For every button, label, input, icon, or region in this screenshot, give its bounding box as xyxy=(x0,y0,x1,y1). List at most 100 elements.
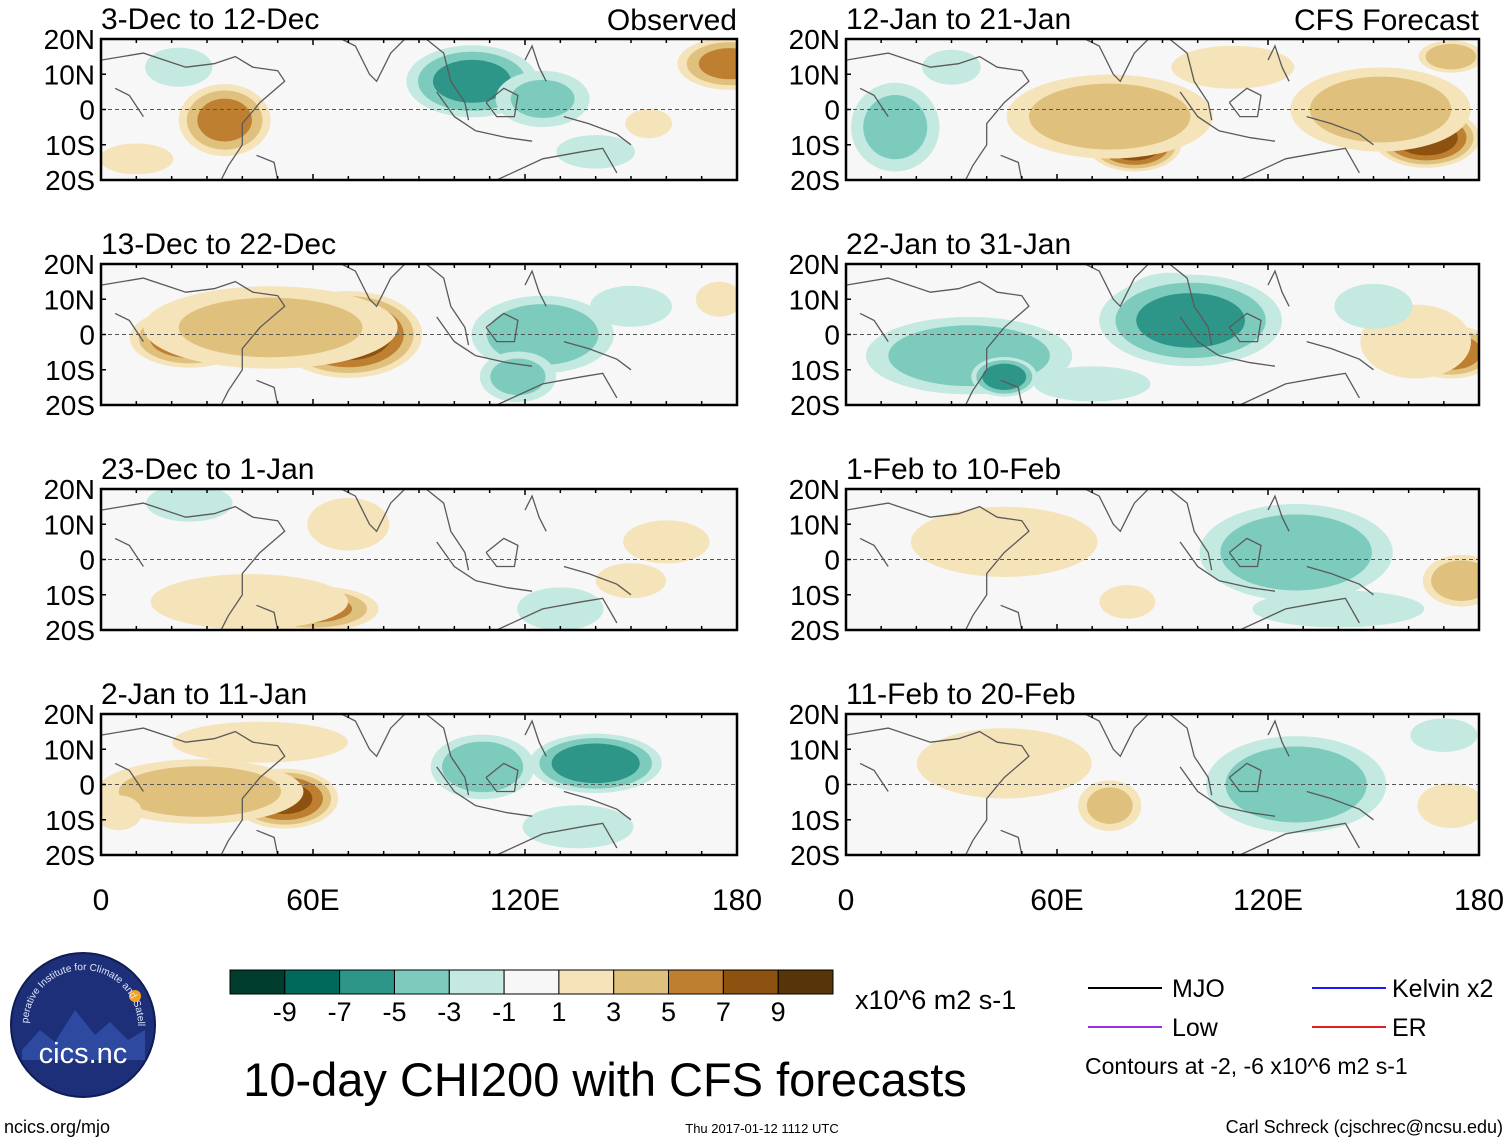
coastline-6 xyxy=(485,312,519,343)
coastline-7 xyxy=(524,719,547,757)
coastline-7 xyxy=(524,269,547,307)
coastline-8 xyxy=(563,115,632,146)
coastline-5 xyxy=(475,579,533,592)
footer-url[interactable]: ncics.org/mjo xyxy=(4,1117,110,1137)
colorbar-swatch-11 xyxy=(777,969,834,995)
y-tick-label: 10N xyxy=(44,59,95,90)
y-tick-label: 0 xyxy=(79,770,95,801)
y-tick-label: 10N xyxy=(44,284,95,315)
coastline-4 xyxy=(436,766,476,807)
anomaly-contour-7-1 xyxy=(695,281,737,317)
y-tick-label: 20S xyxy=(45,165,95,196)
coastline-11 xyxy=(256,379,279,405)
y-tick-label: 20S xyxy=(790,390,840,421)
coastline-5 xyxy=(1218,130,1276,142)
coastline-6 xyxy=(485,87,519,118)
x-tick-label-left: 0 xyxy=(93,884,110,917)
colorbar-label: 7 xyxy=(716,997,731,1027)
anomaly-contour-6-1 xyxy=(1252,590,1425,628)
y-tick-label: 0 xyxy=(824,95,840,126)
y-tick-label: 0 xyxy=(824,320,840,351)
y-tick-label: 0 xyxy=(824,770,840,801)
coastline-11 xyxy=(1000,154,1023,180)
y-tick-label: 20S xyxy=(45,615,95,646)
coastline-11 xyxy=(256,604,279,630)
colorbar-label: -5 xyxy=(382,997,406,1027)
anomaly-contour-4-1 xyxy=(916,728,1092,799)
logo-wordmark: cics.nc xyxy=(39,1038,128,1070)
coastline-7 xyxy=(1267,494,1290,532)
x-tick-label-right: 180 xyxy=(1454,884,1504,917)
anomaly-contour-6-5 xyxy=(698,48,737,80)
x-tick-label-left: 120E xyxy=(490,884,560,917)
coastline-4 xyxy=(1179,91,1220,132)
coastline-9 xyxy=(1239,597,1360,630)
panel-field xyxy=(846,714,1479,855)
legend: MJO Kelvin x2 Low ER Contours at -2, -6 … xyxy=(1085,975,1493,1079)
anomaly-contour-5-5 xyxy=(551,743,640,784)
y-tick-label: 20N xyxy=(44,249,95,280)
colorbar-label: -7 xyxy=(328,997,352,1027)
coastline-11 xyxy=(256,154,279,180)
x-tick-labels: 0 60E 120E 180 0 60E 120E 180 xyxy=(93,884,1504,917)
anomaly-contour-4-3 xyxy=(442,741,524,793)
colorbar-swatch-7 xyxy=(558,969,615,995)
coastline-2 xyxy=(1084,39,1149,83)
coastline-5 xyxy=(1218,354,1276,367)
coastline-9 xyxy=(1239,372,1360,405)
panel-label: 22-Jan to 31-Jan xyxy=(846,228,1071,261)
y-tick-label: 20N xyxy=(789,249,840,280)
legend-label-er: ER xyxy=(1392,1014,1427,1042)
y-tick-label: 20N xyxy=(44,474,95,505)
colorbar-label: 1 xyxy=(551,997,566,1027)
anomaly-contour-2-1 xyxy=(150,574,349,630)
coastline-6 xyxy=(1228,762,1262,793)
anomaly-contour-5-1 xyxy=(623,520,710,564)
coastline-8 xyxy=(563,340,632,371)
figure-title: 10-day CHI200 with CFS forecasts xyxy=(243,1053,967,1106)
coastline-5 xyxy=(475,130,533,142)
y-tick-label: 10S xyxy=(790,805,840,836)
y-tick-label: 10N xyxy=(789,284,840,315)
coastline-1 xyxy=(846,502,1030,630)
y-tick-label: 0 xyxy=(79,320,95,351)
anomaly-contour-6-1 xyxy=(517,587,604,630)
anomaly-contour-2-1 xyxy=(101,143,174,175)
coastline-2 xyxy=(1084,714,1149,758)
anomaly-contour-3-1 xyxy=(910,506,1098,577)
coastline-9 xyxy=(496,372,618,405)
coastline-3 xyxy=(1169,264,1213,346)
coastline-7 xyxy=(524,494,547,532)
anomaly-contour-5-1 xyxy=(1417,783,1479,829)
x-tick-label-left: 180 xyxy=(712,884,762,917)
legend-label-kelvin: Kelvin x2 xyxy=(1392,975,1493,1003)
colorbar-swatch-8 xyxy=(613,969,670,995)
coastline-2 xyxy=(341,489,406,533)
colorbar: -9 -7 -5 -3 -1 1 3 5 7 9 xyxy=(229,969,834,1027)
colorbar-swatch-5 xyxy=(448,969,505,995)
x-tick-label-right: 0 xyxy=(838,884,855,917)
coastline-1 xyxy=(101,52,286,180)
anomaly-contour-6-1 xyxy=(1410,718,1478,752)
coastline-3 xyxy=(425,714,470,796)
anomaly-contour-4-3 xyxy=(1431,560,1479,601)
y-tick-label: 10N xyxy=(44,734,95,765)
colorbar-label: -9 xyxy=(273,997,297,1027)
x-tick-label-right: 60E xyxy=(1030,884,1083,917)
y-tick-label: 10S xyxy=(45,130,95,161)
anomaly-contour-7-1 xyxy=(556,135,635,169)
footer-timestamp: Thu 2017-01-12 1112 UTC xyxy=(685,1121,838,1136)
coastline-4 xyxy=(436,316,476,357)
colorbar-label: 5 xyxy=(661,997,676,1027)
panel-label: 1-Feb to 10-Feb xyxy=(846,453,1061,486)
panel-field xyxy=(846,39,1479,180)
coastline-5 xyxy=(1218,579,1276,592)
y-tick-label: 20N xyxy=(789,699,840,730)
anomaly-contour-3-1 xyxy=(145,47,213,87)
coastline-4 xyxy=(1179,766,1220,807)
coastline-1 xyxy=(101,502,286,630)
